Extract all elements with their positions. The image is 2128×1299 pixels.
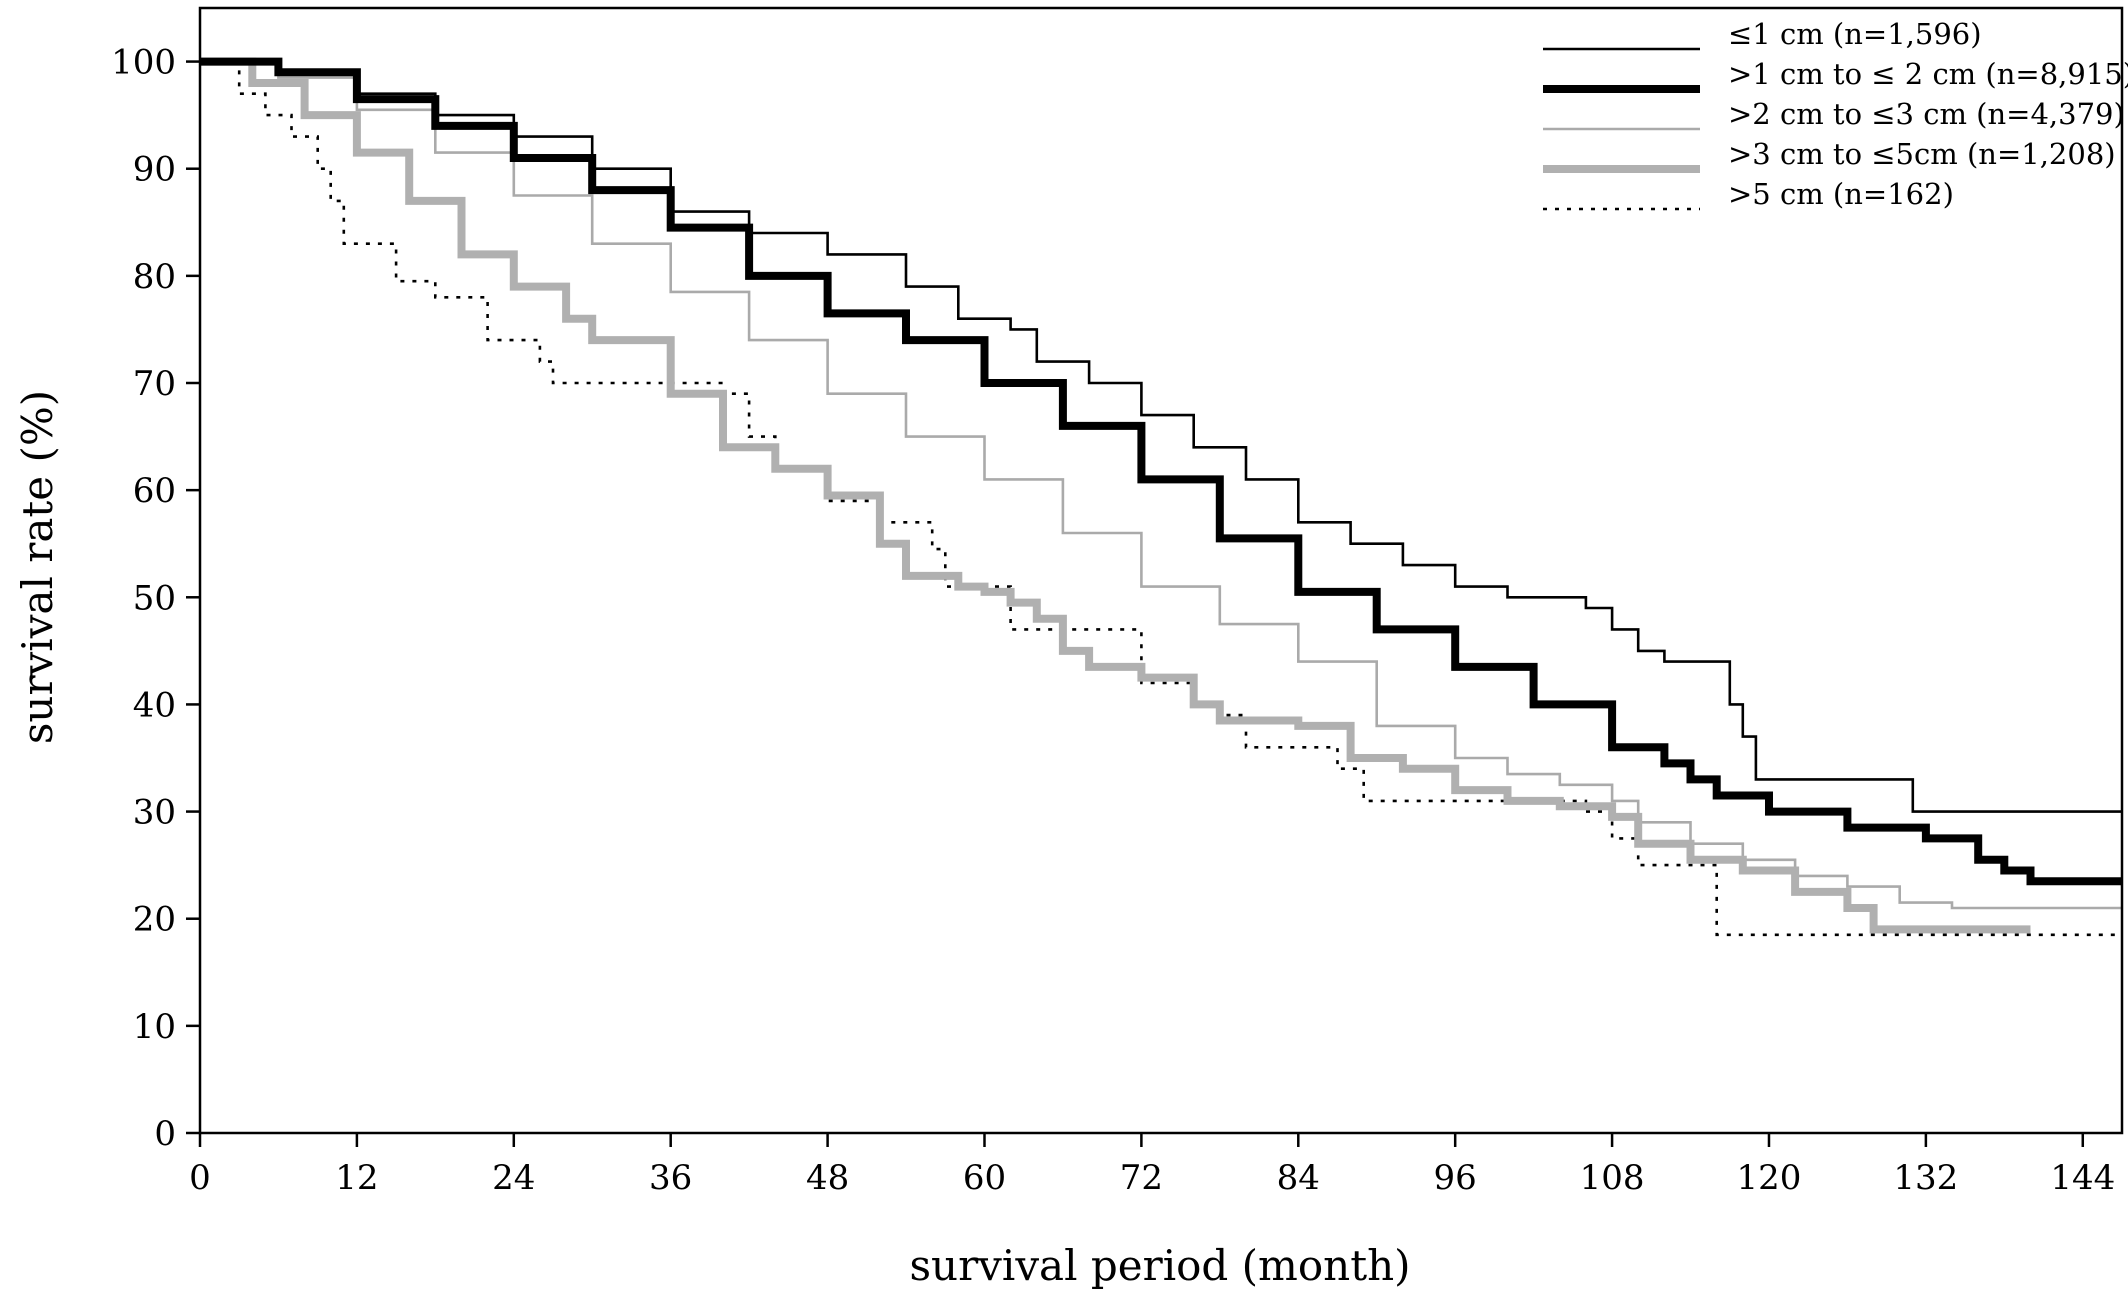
- x-tick-label: 72: [1120, 1158, 1163, 1198]
- y-tick-label: 40: [133, 685, 176, 725]
- x-tick-label: 120: [1737, 1158, 1802, 1198]
- x-axis-title: survival period (month): [909, 1241, 1410, 1290]
- y-tick-label: 10: [133, 1007, 176, 1047]
- plot-frame: [198, 6, 2124, 1135]
- y-tick-label: 30: [133, 793, 176, 833]
- x-tick-label: 36: [649, 1158, 692, 1198]
- x-tick-label: 24: [492, 1158, 535, 1198]
- legend-label-4: >3 cm to ≤5cm (n=1,208): [1728, 137, 2116, 171]
- x-tick-label: 132: [1893, 1158, 1958, 1198]
- series-layer: [200, 57, 2122, 937]
- y-tick-label: 60: [133, 471, 176, 511]
- x-tick-label: 48: [806, 1158, 849, 1198]
- y-tick-label: 50: [133, 578, 176, 618]
- x-tick-label: 108: [1580, 1158, 1645, 1198]
- x-tick-label: 84: [1277, 1158, 1320, 1198]
- x-tick-label: 144: [2050, 1158, 2115, 1198]
- y-tick-label: 0: [154, 1114, 176, 1154]
- legend-label-1: ≤1 cm (n=1,596): [1728, 17, 1982, 51]
- axes-layer: 0 12 24 36 48 60 72 84 96 108 120 132 144 0 10 20 30 40 50…: [111, 6, 2124, 1198]
- y-tick-label: 20: [133, 900, 176, 940]
- y-tick-label: 90: [133, 150, 176, 190]
- y-tick-label: 80: [133, 257, 176, 297]
- x-tick-label: 12: [335, 1158, 378, 1198]
- y-tick-label: 100: [111, 43, 176, 83]
- legend-label-2: >1 cm to ≤ 2 cm (n=8,915): [1728, 57, 2128, 91]
- legend-label-3: >2 cm to ≤3 cm (n=4,379): [1728, 97, 2125, 131]
- x-tick-label: 96: [1434, 1158, 1477, 1198]
- y-axis-title: survival rate (%): [13, 390, 62, 744]
- legend: ≤1 cm (n=1,596) >1 cm to ≤ 2 cm (n=8,915)…: [1543, 17, 2128, 211]
- legend-label-5: >5 cm (n=162): [1728, 177, 1954, 211]
- series-line-3: [200, 60, 2122, 910]
- series-line-4: [200, 57, 2031, 934]
- series-line-1: [200, 60, 2122, 813]
- x-tick-label: 0: [189, 1158, 211, 1198]
- y-tick-label: 70: [133, 364, 176, 404]
- x-tick-label: 60: [963, 1158, 1006, 1198]
